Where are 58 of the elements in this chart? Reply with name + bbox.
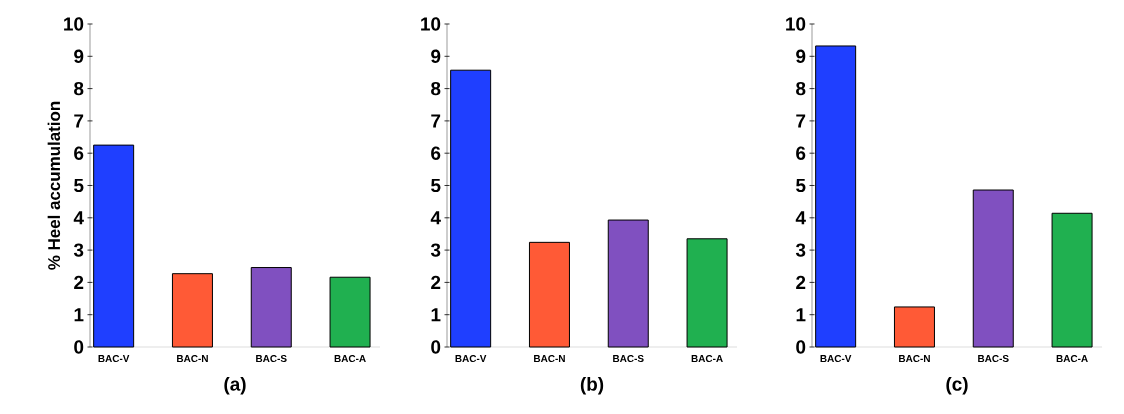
x-tick-label: BAC-V bbox=[98, 355, 130, 363]
y-tick-label: 7 bbox=[74, 114, 84, 128]
y-axis-title: % Heel accumulation bbox=[47, 101, 61, 270]
x-tick-label: BAC-V bbox=[820, 355, 852, 363]
x-axis-title: (c) bbox=[946, 376, 968, 395]
y-tick-label: 8 bbox=[796, 81, 806, 96]
y-tick-label: 1 bbox=[431, 308, 441, 322]
y-tick-label: 3 bbox=[795, 243, 806, 257]
y-tick-label: 2 bbox=[431, 275, 441, 290]
bar bbox=[686, 238, 728, 348]
x-axis-title: (a) bbox=[224, 376, 246, 395]
y-tick-label: 1 bbox=[74, 308, 84, 322]
bar bbox=[972, 189, 1014, 348]
bar bbox=[528, 241, 570, 348]
y-tick-label: 7 bbox=[431, 114, 441, 128]
y-tick-label: 6 bbox=[74, 146, 84, 160]
x-tick-label: BAC-N bbox=[899, 355, 930, 363]
x-tick-label: BAC-S bbox=[613, 355, 644, 363]
x-tick-label: BAC-A bbox=[334, 355, 366, 363]
y-tick-label: 8 bbox=[431, 81, 441, 96]
bar bbox=[250, 267, 292, 348]
y-tick-label: 4 bbox=[795, 211, 806, 225]
bar bbox=[1051, 212, 1093, 348]
y-tick-label: 1 bbox=[796, 308, 806, 322]
x-tick-label: BAC-A bbox=[691, 355, 723, 363]
y-tick-label: 5 bbox=[796, 178, 806, 193]
y-tick-label: 7 bbox=[796, 114, 806, 128]
bar bbox=[893, 306, 935, 348]
x-tick-label: BAC-S bbox=[978, 355, 1009, 363]
bar bbox=[171, 273, 213, 348]
x-tick-label: BAC-N bbox=[534, 355, 565, 363]
x-tick-label: BAC-V bbox=[455, 355, 487, 363]
y-tick-label: 5 bbox=[431, 178, 441, 193]
y-tick-label: 0 bbox=[796, 340, 806, 354]
x-tick-label: BAC-S bbox=[256, 355, 287, 363]
y-tick-label: 8 bbox=[74, 81, 84, 96]
y-tick-label: 9 bbox=[431, 49, 441, 63]
y-tick-label: 9 bbox=[796, 49, 806, 63]
y-tick-label: 6 bbox=[796, 146, 806, 160]
x-axis-title: (b) bbox=[580, 376, 604, 395]
y-tick-label: 3 bbox=[73, 243, 84, 257]
x-tick-label: BAC-A bbox=[1056, 355, 1088, 363]
y-tick-label: 10 bbox=[786, 17, 806, 31]
y-tick-label: 6 bbox=[431, 146, 441, 160]
x-tick-label: BAC-N bbox=[177, 355, 208, 363]
y-tick-label: 2 bbox=[74, 275, 84, 290]
y-tick-label: 5 bbox=[74, 178, 84, 193]
y-tick-label: 4 bbox=[430, 211, 441, 225]
y-tick-label: 0 bbox=[431, 340, 441, 354]
y-tick-label: 10 bbox=[421, 17, 441, 31]
y-tick-label: 10 bbox=[64, 17, 84, 31]
bar bbox=[329, 276, 371, 348]
y-tick-label: 3 bbox=[430, 243, 441, 257]
bar bbox=[607, 219, 649, 348]
y-tick-label: 4 bbox=[73, 211, 84, 225]
y-tick-label: 0 bbox=[74, 340, 84, 354]
y-tick-label: 2 bbox=[796, 275, 806, 290]
y-tick-label: 9 bbox=[74, 49, 84, 63]
